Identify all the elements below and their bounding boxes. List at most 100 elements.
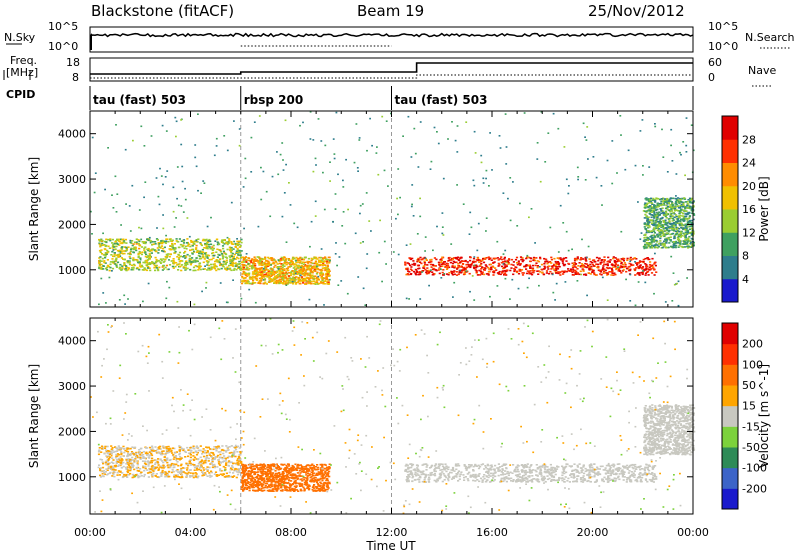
data-cell bbox=[649, 202, 651, 204]
data-cell bbox=[205, 456, 207, 458]
data-cell bbox=[146, 469, 148, 471]
data-cell bbox=[98, 304, 100, 306]
data-cell bbox=[457, 257, 459, 259]
data-cell bbox=[309, 280, 311, 282]
data-cell bbox=[212, 465, 214, 467]
data-cell bbox=[588, 272, 590, 274]
data-cell bbox=[541, 264, 543, 266]
data-cell bbox=[248, 268, 250, 270]
data-cell bbox=[604, 259, 606, 261]
data-cell bbox=[118, 240, 120, 242]
data-cell bbox=[316, 280, 318, 282]
data-cell bbox=[477, 274, 479, 276]
data-cell bbox=[336, 112, 338, 114]
data-cell bbox=[592, 264, 594, 266]
data-cell bbox=[684, 216, 686, 218]
data-cell bbox=[186, 263, 188, 265]
data-cell bbox=[123, 466, 125, 468]
data-cell bbox=[654, 126, 656, 128]
data-cell bbox=[225, 450, 227, 452]
data-cell bbox=[670, 200, 672, 202]
data-cell bbox=[181, 448, 183, 450]
data-cell bbox=[387, 185, 389, 187]
data-cell bbox=[257, 262, 259, 264]
data-cell bbox=[460, 272, 462, 274]
data-cell bbox=[504, 272, 506, 274]
data-cell bbox=[229, 268, 231, 270]
data-cell bbox=[208, 255, 210, 257]
data-cell bbox=[302, 261, 304, 263]
data-cell bbox=[439, 266, 441, 268]
data-cell bbox=[518, 273, 520, 275]
data-cell bbox=[283, 169, 285, 171]
data-cell bbox=[586, 267, 588, 269]
data-cell bbox=[583, 123, 585, 125]
data-cell bbox=[630, 264, 632, 266]
data-cell bbox=[99, 240, 101, 242]
data-cell bbox=[663, 244, 665, 246]
data-cell bbox=[207, 475, 209, 477]
data-cell bbox=[559, 257, 561, 259]
data-cell bbox=[682, 141, 684, 143]
data-cell bbox=[180, 119, 182, 121]
data-cell bbox=[202, 451, 204, 453]
data-cell bbox=[607, 257, 609, 259]
data-cell bbox=[324, 209, 326, 211]
data-cell bbox=[158, 196, 160, 198]
data-cell bbox=[690, 202, 692, 204]
data-cell bbox=[680, 199, 682, 201]
data-cell bbox=[512, 264, 514, 266]
data-cell bbox=[116, 463, 118, 465]
data-cell bbox=[543, 263, 545, 265]
data-cell bbox=[132, 140, 134, 142]
data-cell bbox=[670, 213, 672, 215]
nave-tick-high: 60 bbox=[708, 56, 722, 69]
data-cell bbox=[629, 260, 631, 262]
data-cell bbox=[206, 260, 208, 262]
data-cell bbox=[195, 451, 197, 453]
data-cell bbox=[155, 265, 157, 267]
data-cell bbox=[256, 278, 258, 280]
data-cell bbox=[555, 269, 557, 271]
data-cell bbox=[271, 259, 273, 261]
data-cell bbox=[441, 257, 443, 259]
data-cell bbox=[482, 258, 484, 260]
data-cell bbox=[176, 121, 178, 123]
data-cell bbox=[161, 243, 163, 245]
data-cell bbox=[274, 271, 276, 273]
data-cell bbox=[656, 217, 658, 219]
data-cell bbox=[567, 193, 569, 195]
data-cell bbox=[473, 299, 475, 301]
power-ylabel: Slant Range [km] bbox=[27, 157, 41, 261]
data-cell bbox=[193, 243, 195, 245]
data-cell bbox=[602, 265, 604, 267]
data-cell bbox=[418, 261, 420, 263]
data-cell bbox=[144, 246, 146, 248]
data-cell bbox=[678, 281, 680, 283]
data-cell bbox=[216, 466, 218, 468]
data-cell bbox=[436, 131, 438, 133]
freq-line bbox=[90, 63, 693, 74]
data-cell bbox=[162, 125, 164, 127]
data-cell bbox=[237, 254, 239, 256]
data-cell bbox=[624, 169, 626, 171]
data-cell bbox=[675, 195, 677, 197]
data-cell bbox=[255, 302, 257, 304]
data-cell bbox=[628, 150, 630, 152]
data-cell bbox=[642, 270, 644, 272]
data-cell bbox=[687, 222, 689, 224]
data-cell bbox=[378, 252, 380, 254]
data-cell bbox=[119, 474, 121, 476]
data-cell bbox=[413, 128, 415, 130]
data-cell bbox=[137, 261, 139, 263]
data-cell bbox=[280, 154, 282, 156]
data-cell bbox=[221, 268, 223, 270]
data-cell bbox=[233, 452, 235, 454]
data-cell bbox=[687, 232, 689, 234]
data-cell bbox=[278, 273, 280, 275]
data-cell bbox=[470, 264, 472, 266]
data-cell bbox=[419, 198, 421, 200]
data-cell bbox=[186, 242, 188, 244]
data-cell bbox=[169, 248, 171, 250]
